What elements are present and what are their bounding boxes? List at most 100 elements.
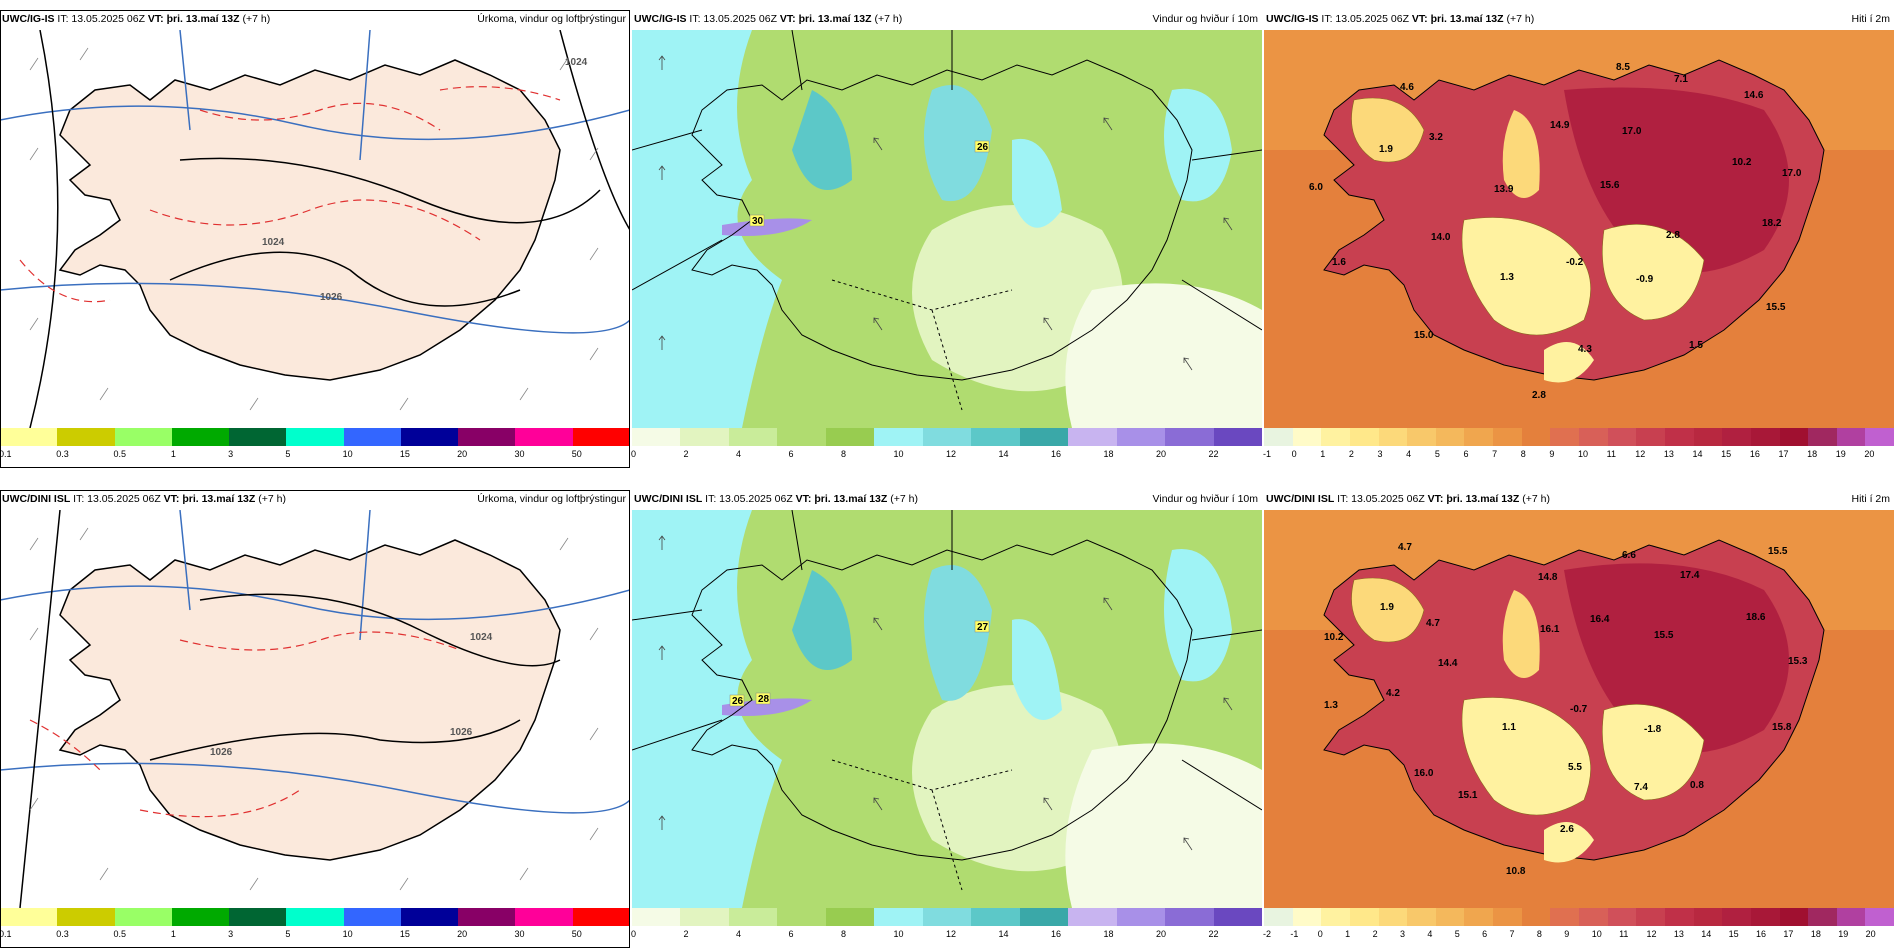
colorbar-ticks: -1 0 1 2 3 4 5 6 7 8 9 10 11 12 13 14 15 16 17 18 19 20 [1263,447,1894,461]
colorbar-ticks: -2 -1 0 1 2 3 4 5 6 7 8 9 10 11 12 13 14 15 16 17 18 19 20 [1263,927,1894,941]
colorbar-swatch [57,428,115,446]
temp-value: 2.8 [1532,390,1546,401]
colorbar-tick-label: 30 [514,929,525,939]
temp-value: 16.0 [1414,768,1434,779]
colorbar-tick-label: 10 [893,929,904,939]
colorbar-swatch [728,908,778,926]
colorbar-swatch [1607,908,1637,926]
colorbar-swatch [1493,428,1522,446]
row1-precip-panel: UWC/IG-IS IT: 13.05.2025 06Z VT: þri. 13… [0,10,630,470]
colorbar-tick-label: 22 [1208,449,1219,459]
temp-value: 1.3 [1324,700,1338,711]
init-time: IT: 13.05.2025 06Z [57,13,145,25]
colorbar-ticks: 0.1 0.3 0.5 1 3 5 10 15 20 30 50 [0,927,630,941]
gust-label: 26 [732,696,744,707]
wind-map-svg: 27 26 28 [632,510,1262,908]
precip-map: 1024 1026 1024 [0,30,630,428]
lead-time: (+7 h) [258,493,286,505]
colorbar-ticks: 0 2 4 6 8 10 12 14 16 18 20 22 [631,447,1262,461]
model-name: UWC/IG-IS [1266,13,1319,25]
colorbar-tick-label: 14 [1692,449,1703,459]
colorbar-tick-label: 20 [457,929,468,939]
lead-time: (+7 h) [1506,13,1535,25]
colorbar-swatch [1750,908,1780,926]
temp-value: 16.1 [1540,624,1560,635]
colorbar-swatch [874,908,923,926]
colorbar-swatch [1349,428,1379,446]
colorbar-tick-label: 18 [1810,929,1821,939]
colorbar-swatch [1068,908,1117,926]
temp-value: 10.2 [1732,157,1752,168]
colorbar-tick-label: 7 [1492,449,1498,459]
colorbar-tick-label: 7 [1509,929,1515,939]
colorbar-swatch [1664,908,1694,926]
colorbar-swatch [458,908,516,926]
colorbar-tick-label: 1 [1320,449,1326,459]
colorbar-swatch [1579,908,1608,926]
colorbar-tick-label: 15 [399,929,410,939]
colorbar-swatch [1292,908,1322,926]
gust-label: 30 [752,216,764,227]
colorbar-tick-label: 15 [1721,449,1732,459]
temp-value: 15.1 [1458,790,1478,801]
colorbar [0,908,630,926]
temp-value: 1.9 [1379,144,1393,155]
temp-value: 15.5 [1766,302,1786,313]
colorbar-tick-label: 10 [893,449,904,459]
colorbar-tick-label: -1 [1263,449,1272,459]
colorbar-swatch [922,428,972,446]
colorbar-tick-label: -2 [1263,929,1272,939]
colorbar-tick-label: 8 [1520,449,1526,459]
temp-value: 14.9 [1550,120,1570,131]
colorbar-tick-label: 8 [841,449,847,459]
colorbar-tick-label: 8 [841,929,847,939]
colorbar-swatch [1550,428,1580,446]
wind-map: 27 26 28 [632,510,1262,908]
colorbar-swatch [114,428,172,446]
colorbar-swatch [515,428,573,446]
colorbar-swatch [286,428,344,446]
panel-header: UWC/DINI ISL IT: 13.05.2025 06Z VT: þri.… [0,490,630,508]
colorbar-tick-label: 11 [1606,449,1616,459]
colorbar-tick-label: 0.5 [113,449,127,459]
colorbar-tick-label: 6 [1482,929,1488,939]
colorbar-swatch [1378,908,1408,926]
temp-value: 5.5 [1568,762,1582,773]
temp-value: 0.8 [1690,780,1704,791]
colorbar-ticks: 0 2 4 6 8 10 12 14 16 18 20 22 [631,927,1262,941]
panel-title: Vindur og hviður í 10m [1152,13,1258,25]
colorbar-swatch [971,908,1020,926]
temp-value: 10.8 [1506,866,1526,877]
temp-value: 6.6 [1622,550,1636,561]
colorbar [632,908,1263,926]
colorbar-swatch [971,428,1020,446]
colorbar-tick-label: 20 [1865,929,1876,939]
temp-value: 18.6 [1746,612,1766,623]
colorbar [0,428,630,446]
colorbar-swatch [1378,428,1408,446]
colorbar-swatch [1019,908,1069,926]
valid-time: þri. 13.maí 13Z [182,493,256,505]
colorbar-swatch [1779,908,1809,926]
panel-title: Úrkoma, vindur og loftþrýstingur [477,493,626,505]
colorbar-tick-label: 2 [683,449,689,459]
precip-map-svg: 1024 1026 1026 [0,510,630,908]
colorbar-swatch [1750,428,1780,446]
temp-value: 8.5 [1616,62,1630,73]
colorbar-tick-label: 20 [1156,929,1167,939]
colorbar-tick-label: 3 [1377,449,1383,459]
isobar-label: 1026 [210,747,233,758]
temp-value: 4.3 [1578,344,1592,355]
colorbar-swatch [1321,428,1350,446]
temp-value: 1.3 [1500,272,1514,283]
isobar-label: 1024 [262,237,285,248]
temp-value: 4.6 [1400,82,1414,93]
colorbar-tick-label: 8 [1536,929,1542,939]
temp-value: 1.9 [1380,602,1394,613]
colorbar-tick-label: 16 [1051,449,1062,459]
gust-label: 26 [977,142,989,153]
colorbar-swatch [1636,428,1665,446]
temp-value: 14.6 [1744,90,1764,101]
temp-value: 17.4 [1680,570,1700,581]
colorbar-swatch [400,428,459,446]
